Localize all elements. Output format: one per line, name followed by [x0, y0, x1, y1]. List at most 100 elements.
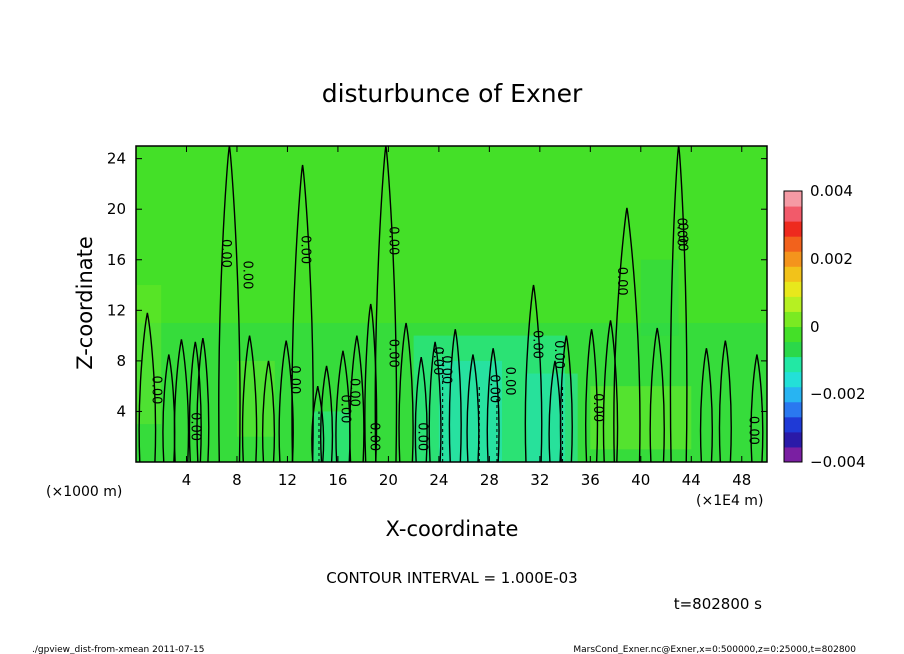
contour-line	[138, 312, 157, 463]
time-label: t=802800 s	[674, 595, 762, 613]
contour-line	[291, 164, 314, 463]
contour-label: 0.00	[239, 260, 254, 289]
contour-label: 0.00	[386, 339, 401, 368]
contour-line	[241, 335, 258, 463]
contour-label: 0.00	[218, 239, 233, 268]
colorbar-cell	[784, 371, 802, 388]
x-tick-label: 20	[379, 471, 398, 489]
contour-label: 0.00	[367, 422, 382, 451]
contour-line	[448, 329, 462, 463]
contour-line	[261, 360, 276, 463]
colorbar-cell	[784, 191, 802, 207]
plot-frame	[135, 145, 768, 463]
contour-line	[699, 348, 713, 463]
contour-label: 0.00	[590, 393, 605, 422]
colorbar-cell	[784, 326, 802, 343]
contour-label: 0.00	[430, 346, 445, 375]
x-tick-label: 8	[232, 471, 242, 489]
x-tick-label: 48	[732, 471, 751, 489]
contour-label: 0.00	[347, 378, 362, 407]
x-tick-label: 24	[429, 471, 448, 489]
contour-label: 0.00	[745, 416, 760, 445]
contour-label: 0.00	[287, 365, 302, 394]
plot-area: 0.000.000.000.000.000.000.000.000.000.00…	[135, 145, 768, 463]
contour-label: 0.00	[415, 422, 430, 451]
x-axis: 4 8 12 16 20 24 28 32 36 40 44 48	[182, 146, 751, 489]
contour-line	[613, 207, 641, 463]
contour-line	[398, 322, 414, 463]
contour-line	[364, 303, 378, 463]
contour-line	[602, 320, 619, 463]
contour-label: 0.00	[386, 226, 401, 255]
contour-label: 0.00	[297, 235, 312, 264]
colorbar-cell	[784, 356, 802, 373]
colorbar-frame	[783, 190, 803, 463]
footer-left: ./gpview_dist-from-xmean 2011-07-15	[32, 645, 204, 654]
contour-line	[585, 329, 599, 463]
colorbar-cell	[784, 431, 802, 448]
contour-label: 0.00	[675, 223, 690, 252]
x-unit-label: (×1000 m)	[46, 484, 122, 500]
contour-line	[311, 386, 325, 463]
x-tick-label: 16	[328, 471, 347, 489]
chart-title: disturbunce of Exner	[322, 79, 583, 108]
x-tick-label: 12	[278, 471, 297, 489]
contour-line	[524, 284, 543, 463]
contour-line	[278, 340, 294, 463]
contour-label: 0.00	[502, 367, 517, 396]
y-tick-label: 8	[116, 352, 126, 370]
contour-interval-text: CONTOUR INTERVAL = 1.000E-03	[326, 569, 577, 587]
contour-line	[428, 341, 442, 463]
contour-line	[196, 337, 210, 463]
x-tick-label: 44	[682, 471, 701, 489]
x-tick-label: 40	[631, 471, 650, 489]
x-axis-title: X-coordinate	[386, 517, 519, 541]
footer-right: MarsCond_Exner.nc@Exner,x=0:500000,z=0:2…	[573, 645, 856, 654]
contour-label: 0.00	[487, 374, 502, 403]
colorbar-label: 0.002	[810, 250, 853, 268]
y-axis: 4 8 12 16 20 24	[107, 150, 767, 420]
contour-line	[486, 348, 500, 463]
x-tick-label: 36	[581, 471, 600, 489]
x-tick-label: 4	[182, 471, 192, 489]
colorbar-cell	[784, 446, 802, 463]
x-tick-label: 28	[480, 471, 499, 489]
colorbar-cells	[784, 191, 802, 463]
contour-labels: 0.000.000.000.000.000.000.000.000.000.00…	[148, 217, 760, 451]
contour-label: 0.00	[673, 217, 688, 246]
field-patch	[527, 373, 578, 462]
contour-line	[319, 365, 334, 463]
contour-line	[414, 356, 428, 463]
colorbar-label: −0.002	[810, 385, 866, 403]
x-tick-label: 32	[530, 471, 549, 489]
contour-line	[649, 327, 665, 463]
contour-line	[466, 354, 480, 463]
field-patch	[640, 259, 679, 336]
colorbar-cell	[784, 296, 802, 312]
contour-label: 0.00	[551, 340, 566, 369]
colorbar-label: 0.004	[810, 182, 853, 200]
contour-lines	[138, 145, 764, 463]
colorbar-cell	[784, 341, 802, 358]
colorbar-cell	[784, 266, 802, 282]
y-tick-label: 4	[116, 402, 126, 420]
contour-line	[559, 335, 573, 463]
colorbar-cell	[784, 281, 802, 297]
contour-line	[188, 341, 202, 463]
contour-line	[349, 335, 365, 463]
contour-label: 0.00	[338, 394, 353, 423]
colorbar-labels: 0.004 0.002 0 −0.002 −0.004	[810, 182, 866, 471]
colorbar-cell	[784, 221, 802, 237]
colorbar-cell	[784, 401, 802, 418]
contour-line	[173, 339, 190, 463]
y-tick-label: 20	[107, 200, 126, 218]
field-patch	[590, 386, 692, 450]
colorbar-cell	[784, 236, 802, 252]
contour-label: 0.00	[439, 355, 454, 384]
y-tick-label: 24	[107, 150, 126, 168]
contour-label: 0.00	[188, 412, 203, 441]
colorbar-cell	[784, 416, 802, 433]
x-scale-label: (×1E4 m)	[696, 493, 763, 509]
contour-line	[750, 354, 764, 463]
